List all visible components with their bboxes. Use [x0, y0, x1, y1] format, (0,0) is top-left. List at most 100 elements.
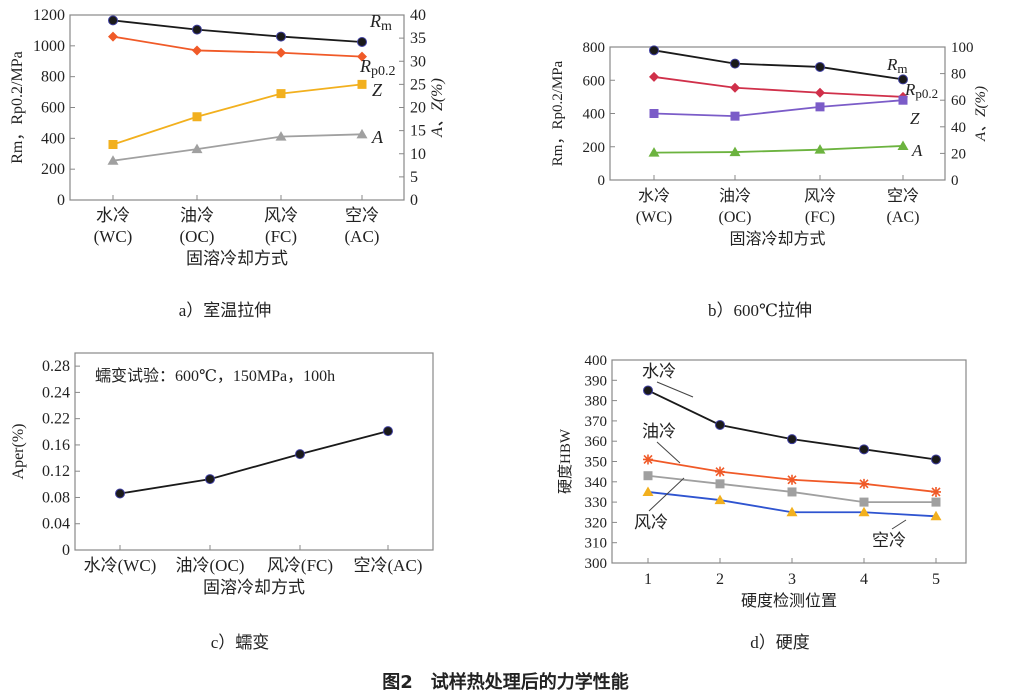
- data-point: [815, 102, 825, 112]
- x-tick-label: 油冷(OC): [176, 556, 245, 575]
- x-tick-label: (WC): [636, 209, 672, 226]
- y-tick-label: 1200: [33, 7, 65, 24]
- series-label: 水冷: [642, 362, 676, 381]
- plot-frame: [74, 352, 434, 551]
- plot-frame: [69, 14, 405, 201]
- series-label: 空冷: [872, 531, 906, 550]
- y-tick-label: 0.04: [42, 516, 70, 533]
- y-tick-label: 0.12: [42, 463, 70, 480]
- y-tick-label: 300: [585, 556, 608, 572]
- data-point: [786, 506, 798, 517]
- x-tick-label: 4: [860, 571, 868, 588]
- series-line-0: [119, 430, 389, 495]
- y-right-tick-label: 80: [951, 67, 966, 83]
- x-axis-label: 固溶冷却方式: [186, 249, 288, 268]
- data-point: [815, 87, 825, 98]
- data-point: [108, 31, 118, 42]
- data-point: [295, 449, 305, 460]
- series-label: A: [911, 141, 923, 160]
- x-tick-label: (AC): [345, 227, 380, 246]
- data-point: [108, 15, 118, 26]
- x-tick-label: 空冷: [345, 206, 379, 225]
- x-tick-label: (WC): [94, 227, 133, 246]
- caption-a: a）室温拉伸: [178, 301, 272, 320]
- x-tick-label: 水冷: [638, 187, 670, 205]
- data-point: [383, 426, 393, 437]
- caption-c: c）蠕变: [210, 633, 270, 652]
- leader-line: [891, 519, 907, 530]
- series-label: 油冷: [642, 422, 676, 441]
- y-right-tick-label: 25: [410, 76, 426, 93]
- data-point: [642, 486, 654, 496]
- y-axis-label: 硬度HBW: [557, 428, 574, 494]
- data-point: [192, 45, 202, 56]
- series-line-Rm: [653, 49, 904, 81]
- series-line-水冷: [647, 389, 937, 461]
- x-tick-label: (OC): [719, 209, 752, 226]
- y-right-tick-label: 30: [410, 53, 426, 70]
- data-point: [275, 131, 287, 141]
- x-tick-label: 油冷: [180, 206, 214, 225]
- data-point: [643, 454, 653, 465]
- x-tick-label: 风冷(FC): [267, 556, 333, 575]
- series-line-Rm: [112, 19, 363, 43]
- data-point: [643, 471, 653, 481]
- y-axis-label: Rm，Rp0.2/MPa: [550, 60, 566, 166]
- x-tick-label: 油冷: [719, 187, 751, 205]
- data-point: [276, 47, 286, 58]
- y-tick-label: 0: [57, 192, 65, 209]
- data-point: [859, 478, 869, 489]
- data-point: [787, 474, 797, 485]
- series-label: Rp0.2: [359, 56, 396, 79]
- x-tick-label: 2: [716, 571, 724, 588]
- caption-b: b）600℃拉伸: [707, 301, 813, 320]
- data-point: [931, 454, 941, 465]
- y-tick-label: 330: [585, 495, 608, 511]
- data-point: [859, 444, 869, 455]
- y-tick-label: 400: [585, 353, 608, 369]
- y-right-tick-label: 5: [410, 169, 418, 186]
- y-right-tick-label: 100: [951, 40, 974, 56]
- leader-line: [656, 381, 694, 398]
- y-tick-label: 400: [583, 107, 606, 123]
- y-right-tick-label: 20: [410, 100, 426, 117]
- series-line-Z: [653, 99, 904, 118]
- y-tick-label: 200: [583, 140, 606, 156]
- y-axis-label: Rm，Rp0.2/MPa: [9, 51, 26, 163]
- y-tick-label: 800: [41, 69, 65, 86]
- y-tick-label: 350: [585, 455, 608, 471]
- data-point: [357, 36, 367, 47]
- data-point: [931, 486, 941, 497]
- data-point: [715, 466, 725, 477]
- y-tick-label: 0: [62, 542, 70, 559]
- data-point: [648, 147, 660, 157]
- y-tick-label: 380: [585, 394, 608, 410]
- y-tick-label: 0.08: [42, 489, 70, 506]
- data-point: [729, 146, 741, 157]
- series-line-Rp0.2: [112, 35, 363, 58]
- data-point: [814, 144, 826, 154]
- data-point: [730, 82, 740, 93]
- y-tick-label: 1000: [33, 38, 65, 55]
- y-tick-label: 0.16: [42, 437, 70, 454]
- x-tick-label: 风冷: [804, 187, 836, 205]
- y-right-axis-label: A、Z(%): [973, 86, 989, 142]
- data-point: [108, 140, 118, 149]
- y-tick-label: 0.24: [42, 384, 70, 401]
- y-right-tick-label: 15: [410, 123, 426, 140]
- figure-title: 图2 试样热处理后的力学性能: [382, 672, 629, 693]
- x-tick-label: 1: [644, 571, 652, 588]
- data-point: [357, 51, 367, 62]
- y-right-tick-label: 20: [951, 146, 966, 162]
- data-point: [205, 474, 215, 485]
- y-tick-label: 400: [41, 130, 65, 147]
- caption-d: d）硬度: [750, 633, 810, 652]
- data-point: [107, 155, 119, 165]
- data-point: [643, 385, 653, 396]
- y-axis-label: Aper(%): [10, 424, 27, 480]
- y-right-tick-label: 60: [951, 93, 966, 109]
- series-label: Rp0.2: [904, 80, 938, 101]
- x-tick-label: 水冷: [96, 206, 130, 225]
- x-tick-label: (AC): [887, 209, 920, 226]
